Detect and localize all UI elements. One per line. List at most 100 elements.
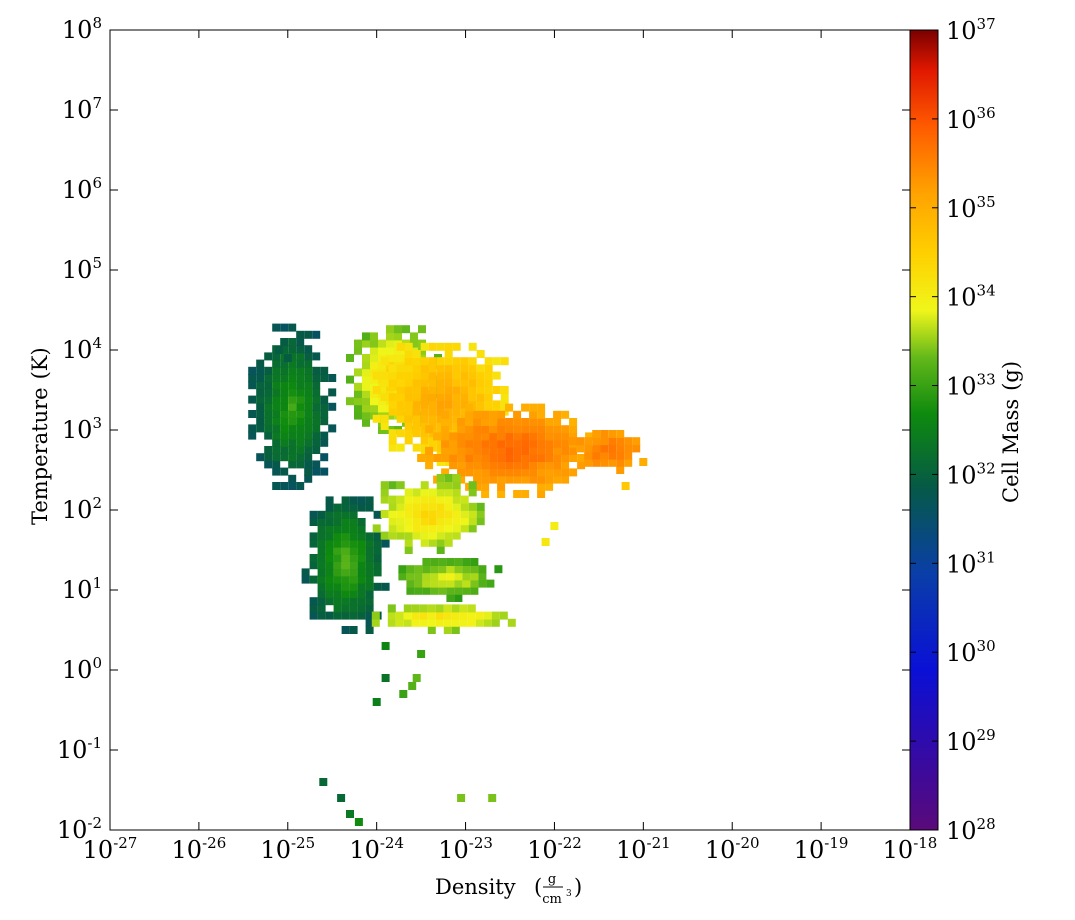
heatmap-cell <box>317 518 326 526</box>
heatmap-cell <box>396 371 405 380</box>
heatmap-cell <box>600 437 609 446</box>
heatmap-cell <box>388 436 397 445</box>
heatmap-cell <box>592 430 601 438</box>
heatmap-cell <box>521 475 530 484</box>
heatmap-cell <box>489 446 498 455</box>
heatmap-cell <box>452 474 461 482</box>
heatmap-cell <box>577 461 586 470</box>
heatmap-cell <box>425 454 434 462</box>
heatmap-cell <box>380 371 389 380</box>
heatmap-cell <box>288 338 297 346</box>
heatmap-cell <box>420 481 429 490</box>
heatmap-cell <box>325 496 334 505</box>
heatmap-cell <box>513 475 522 484</box>
y-tick-label: 106 <box>62 174 102 204</box>
heatmap-cell <box>365 626 374 634</box>
heatmap-cell <box>304 345 313 354</box>
heatmap-cell <box>264 417 273 426</box>
heatmap-cell <box>388 378 397 387</box>
heatmap-cell <box>396 495 405 504</box>
heatmap-cell <box>462 579 471 588</box>
heatmap-cell <box>396 378 405 387</box>
heatmap-cell <box>404 436 413 445</box>
heatmap-cell <box>256 374 265 382</box>
heatmap-cell <box>280 467 289 476</box>
y-tick-label: 108 <box>62 14 102 44</box>
heatmap-cell <box>296 388 305 397</box>
heatmap-cell <box>320 366 329 375</box>
x-tick-label: 10-20 <box>705 834 760 864</box>
heatmap-cell <box>436 495 445 504</box>
heatmap-cell <box>465 454 474 462</box>
heatmap-cell <box>446 594 455 602</box>
heatmap-cell <box>408 682 417 690</box>
heatmap-cell <box>264 352 273 361</box>
heatmap-cell <box>309 604 318 613</box>
heatmap-cell <box>441 410 450 419</box>
heatmap-cell <box>457 418 466 426</box>
heatmap-cell <box>333 532 342 541</box>
heatmap-cell <box>370 346 378 355</box>
heatmap-cell <box>436 342 445 351</box>
heatmap-cell <box>404 488 413 497</box>
heatmap-cell <box>403 618 412 627</box>
heatmap-cell <box>412 357 421 366</box>
heatmap-cell <box>312 366 321 375</box>
heatmap-cell <box>420 414 429 423</box>
heatmap-cell <box>419 618 428 627</box>
heatmap-cell <box>272 446 281 454</box>
heatmap-cell <box>545 439 554 448</box>
heatmap-cell <box>624 437 633 446</box>
heatmap-cell <box>465 446 474 455</box>
heatmap-cell <box>486 579 495 588</box>
heatmap-cell <box>452 481 461 490</box>
heatmap-cell <box>403 604 412 613</box>
heatmap-cell <box>561 468 570 477</box>
heatmap-cell <box>444 357 453 366</box>
heatmap-cell <box>404 414 413 423</box>
heatmap-cell <box>349 611 358 620</box>
heatmap-cell <box>365 590 374 598</box>
heatmap-cell <box>354 404 362 413</box>
colorbar-tick-label: 1034 <box>946 282 996 312</box>
heatmap-cell <box>319 778 328 786</box>
heatmap-cell <box>444 378 453 387</box>
heatmap-cell <box>388 371 397 380</box>
heatmap-cell <box>529 468 538 477</box>
heatmap-cell <box>396 393 405 402</box>
heatmap-cell <box>378 404 386 413</box>
heatmap-cell <box>288 417 297 426</box>
heatmap-cell <box>412 517 421 526</box>
heatmap-cell <box>396 400 405 409</box>
heatmap-cell <box>521 418 530 426</box>
heatmap-cell <box>328 402 337 411</box>
heatmap-cell <box>333 590 342 598</box>
heatmap-cell <box>454 586 463 595</box>
heatmap-cell <box>272 374 281 382</box>
heatmap-cell <box>320 395 329 404</box>
heatmap-cell <box>428 517 437 526</box>
heatmap-cell <box>362 390 370 398</box>
heatmap-cell <box>341 597 350 606</box>
heatmap-cell <box>272 482 281 490</box>
heatmap-cell <box>309 597 318 606</box>
heatmap-cell <box>346 397 354 406</box>
heatmap-cell <box>341 611 350 620</box>
heatmap-cell <box>412 674 421 682</box>
heatmap-cell <box>280 374 289 382</box>
heatmap-cell <box>406 572 415 581</box>
heatmap-cell <box>513 410 522 419</box>
heatmap-cell <box>272 431 281 440</box>
heatmap-cell <box>561 446 570 455</box>
heatmap-cell <box>341 518 350 526</box>
heatmap-cell <box>341 561 350 570</box>
heatmap-cell <box>473 482 482 491</box>
heatmap-cell <box>412 422 421 430</box>
heatmap-cell <box>468 502 477 511</box>
heatmap-cell <box>280 410 289 418</box>
heatmap-cell <box>500 400 509 409</box>
heatmap-cell <box>412 414 421 423</box>
heatmap-cell <box>444 350 453 358</box>
colorbar-tick-label: 1030 <box>946 637 996 667</box>
heatmap-cell <box>444 510 453 518</box>
